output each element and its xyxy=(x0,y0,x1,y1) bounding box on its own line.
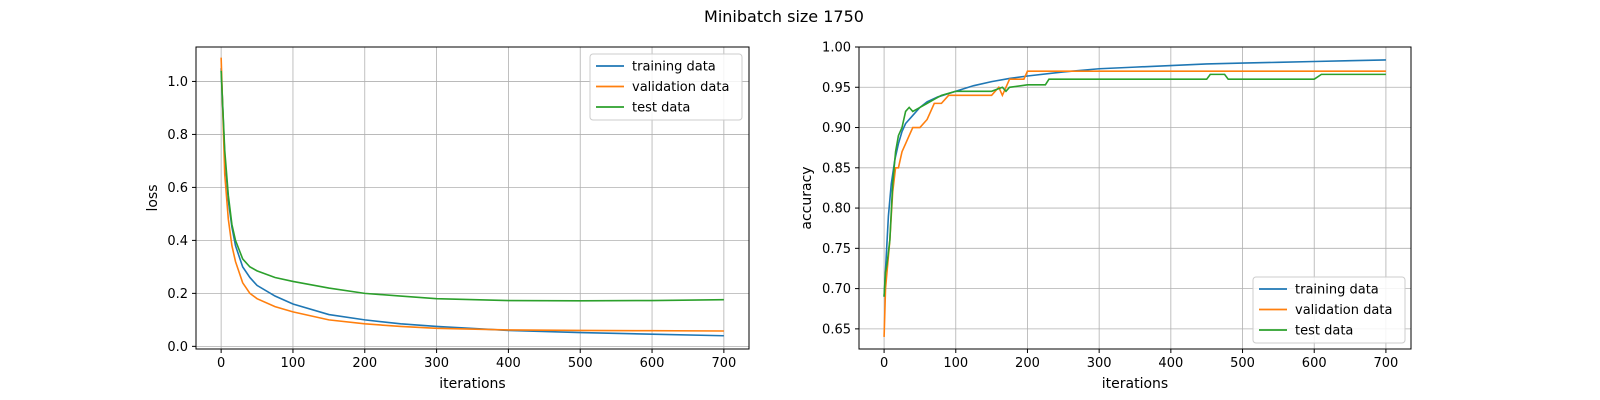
accuracy-ytick-label: 0.90 xyxy=(822,121,851,136)
loss-ytick-label: 0.6 xyxy=(167,181,188,196)
loss-ytick-label: 0.8 xyxy=(167,128,188,143)
accuracy-xtick-label: 400 xyxy=(1158,356,1183,371)
accuracy-axes-frame xyxy=(858,46,1412,350)
loss-chart: 0 100 200 300 400 500 600 700 0.0 0.2 0.4 0.6 0.8 1.0… xyxy=(145,46,750,392)
figure-title: Minibatch size 1750 xyxy=(704,7,864,26)
accuracy-xtick-label: 700 xyxy=(1373,356,1398,371)
loss-ytick-label: 1.0 xyxy=(167,75,188,90)
accuracy-ytick-label: 0.65 xyxy=(822,322,851,337)
loss-xtick-label: 200 xyxy=(352,356,377,371)
loss-legend-label-validation-data: validation data xyxy=(632,80,729,95)
accuracy-ylabel: accuracy xyxy=(799,166,815,229)
loss-xtick-label: 0 xyxy=(217,356,225,371)
loss-series-validation-data xyxy=(220,57,724,332)
accuracy-legend-label-validation-data: validation data xyxy=(1295,303,1392,318)
accuracy-xtick-label: 200 xyxy=(1015,356,1040,371)
accuracy-ytick-label: 0.95 xyxy=(822,81,851,96)
accuracy-legend-box xyxy=(1252,276,1406,344)
accuracy-ytick-label: 0.70 xyxy=(822,282,851,297)
loss-legend: training data validation data test data xyxy=(589,53,743,121)
loss-xtick-label: 600 xyxy=(640,356,665,371)
accuracy-xlabel: iterations xyxy=(1102,376,1168,392)
accuracy-xtick-label: 300 xyxy=(1087,356,1112,371)
loss-xtick-label: 700 xyxy=(711,356,736,371)
loss-legend-box xyxy=(589,53,743,121)
accuracy-xtick-label: 600 xyxy=(1302,356,1327,371)
accuracy-xtick-label: 100 xyxy=(943,356,968,371)
accuracy-ytick-label: 0.85 xyxy=(822,161,851,176)
loss-ylabel: loss xyxy=(145,184,161,211)
loss-xtick-label: 100 xyxy=(281,356,306,371)
loss-ytick-label: 0.0 xyxy=(167,340,188,355)
accuracy-series-test-data xyxy=(883,73,1386,297)
loss-ytick-label: 0.4 xyxy=(167,234,188,249)
loss-axes-frame xyxy=(195,46,750,350)
loss-xtick-label: 300 xyxy=(424,356,449,371)
accuracy-xtick-label: 500 xyxy=(1230,356,1255,371)
accuracy-ytick-label: 0.75 xyxy=(822,242,851,257)
accuracy-series-validation-data xyxy=(883,70,1386,337)
accuracy-legend-label-test-data: test data xyxy=(1295,324,1353,339)
loss-xlabel: iterations xyxy=(439,376,505,392)
accuracy-xtick-label: 0 xyxy=(880,356,888,371)
loss-xtick-label: 500 xyxy=(568,356,593,371)
accuracy-legend-label-training-data: training data xyxy=(1295,283,1379,298)
accuracy-chart: 0 100 200 300 400 500 600 700 0.65 0.70 0.75 0.80 0.… xyxy=(799,41,1412,392)
loss-xtick-label: 400 xyxy=(496,356,521,371)
loss-legend-label-training-data: training data xyxy=(632,60,716,75)
loss-legend-label-test-data: test data xyxy=(632,101,690,116)
accuracy-ytick-label: 0.80 xyxy=(822,202,851,217)
accuracy-legend: training data validation data test data xyxy=(1252,276,1406,344)
loss-series-test-data xyxy=(220,70,724,302)
accuracy-ytick-label: 1.00 xyxy=(822,41,851,56)
loss-ytick-label: 0.2 xyxy=(167,287,188,302)
